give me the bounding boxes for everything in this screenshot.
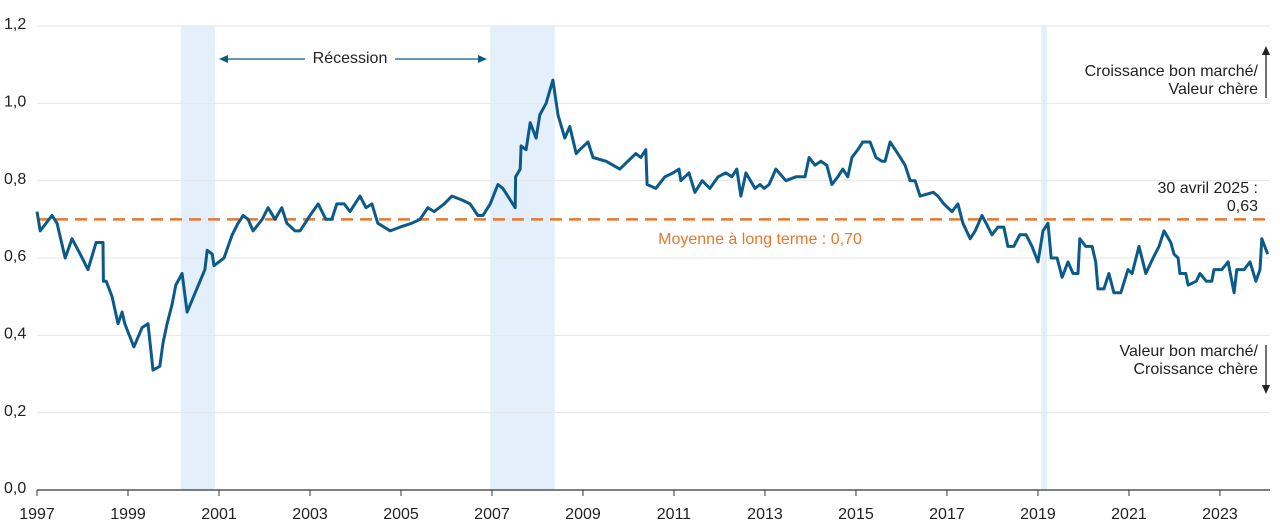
x-tick-label: 2013	[747, 506, 783, 523]
x-tick-label: 2017	[929, 506, 965, 523]
y-tick-label: 0,8	[4, 171, 26, 188]
latest-label: 30 avril 2025 :	[1157, 180, 1258, 197]
latest-label: 0,63	[1227, 198, 1258, 215]
grid	[37, 25, 1270, 414]
x-tick-label: 1999	[110, 506, 146, 523]
label-bg	[305, 48, 395, 70]
lower-label: Valeur bon marché/	[1120, 343, 1259, 360]
series-line	[35, 78, 1270, 372]
x-tick-label: 2005	[383, 506, 419, 523]
x-tick-label: 2007	[474, 506, 510, 523]
y-tick-label: 0,4	[4, 326, 26, 343]
mean-label: Moyenne à long terme : 0,70	[658, 231, 862, 248]
y-tick-label: 0,0	[4, 480, 26, 497]
x-tick-label: 2001	[201, 506, 237, 523]
lower-label: Croissance chère	[1134, 361, 1259, 378]
x-tick-label: 2011	[657, 506, 692, 523]
x-tick-label: 2019	[1020, 506, 1056, 523]
x-tick-label: 2015	[838, 506, 874, 523]
y-tick-label: 1,2	[4, 16, 26, 33]
y-tick-label: 0,6	[4, 248, 26, 265]
x-tick-label: 2023	[1202, 506, 1238, 523]
down-arrow-head	[1262, 385, 1270, 394]
x-tick-label: 1997	[19, 506, 55, 523]
x-tick-label: 2009	[565, 506, 601, 523]
x-tick-label: 2003	[292, 506, 328, 523]
y-tick-label: 1,0	[4, 94, 26, 111]
x-tick-label: 2021	[1111, 506, 1147, 523]
y-tick-label: 0,2	[4, 403, 26, 420]
upper-label: Croissance bon marché/	[1085, 63, 1259, 80]
up-arrow-head	[1262, 46, 1270, 55]
upper-label: Valeur chère	[1168, 81, 1258, 98]
recession-label: Récession	[313, 50, 388, 67]
